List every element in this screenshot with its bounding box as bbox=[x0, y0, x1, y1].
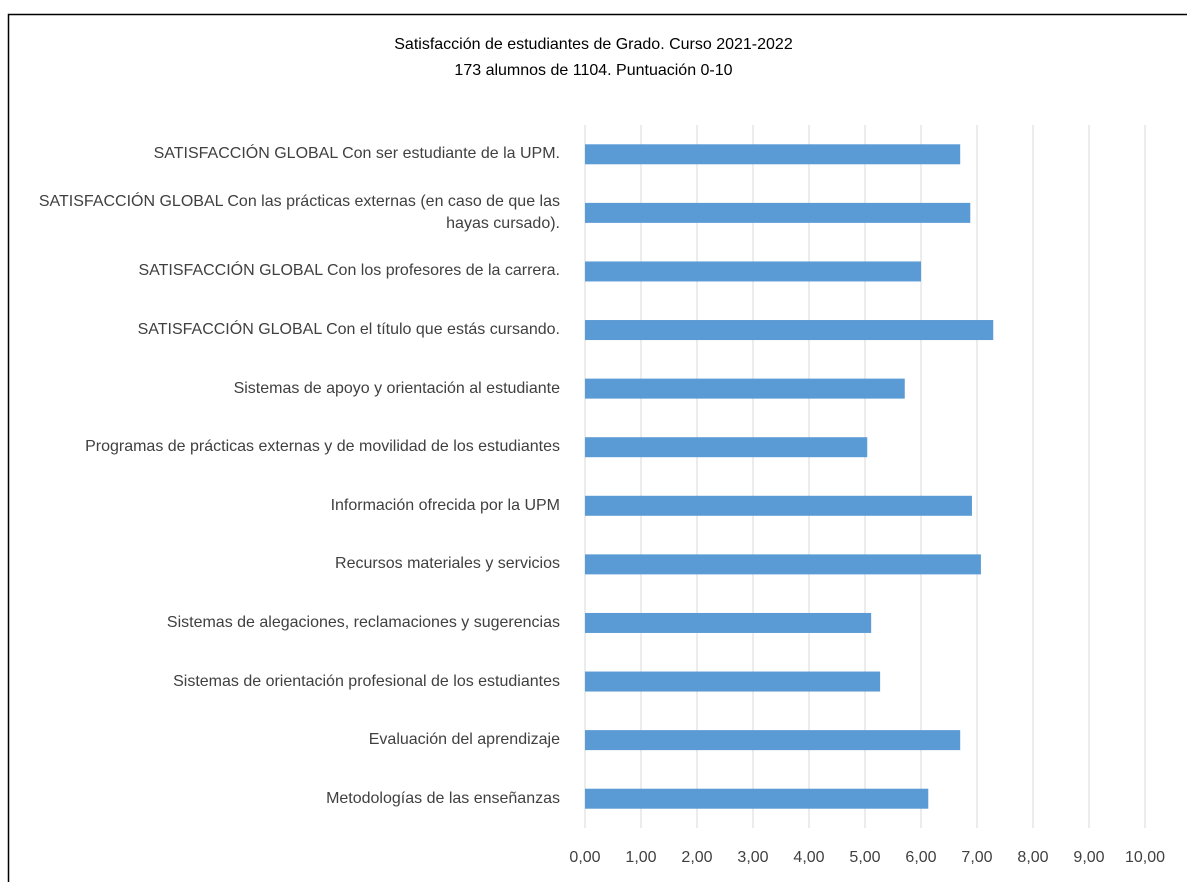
bar bbox=[585, 261, 921, 282]
category-label: Sistemas de apoyo y orientación al estud… bbox=[233, 379, 560, 397]
bar bbox=[585, 202, 971, 223]
category-label: SATISFACCIÓN GLOBAL Con los profesores d… bbox=[138, 262, 561, 280]
x-tick-label: 8,00 bbox=[1017, 849, 1048, 866]
x-tick-label: 2,00 bbox=[681, 849, 712, 866]
category-label: Metodologías de las enseñanzas bbox=[326, 789, 560, 807]
x-tick-label: 3,00 bbox=[737, 849, 768, 866]
bar bbox=[585, 144, 961, 165]
bar bbox=[585, 671, 881, 692]
category-label: Recursos materiales y servicios bbox=[335, 555, 560, 573]
chart-border bbox=[7, 13, 1187, 882]
category-label: Evaluación del aprendizaje bbox=[368, 731, 560, 749]
bar bbox=[585, 495, 972, 516]
bar bbox=[585, 320, 994, 341]
category-label: Programas de prácticas externas y de mov… bbox=[85, 438, 560, 456]
bar bbox=[585, 554, 981, 575]
x-tick-label: 10,00 bbox=[1125, 849, 1165, 866]
category-label: SATISFACCIÓN GLOBAL Con las prácticas ex… bbox=[38, 192, 560, 232]
x-tick-label: 7,00 bbox=[961, 849, 992, 866]
x-tick-label: 9,00 bbox=[1073, 849, 1104, 866]
bar bbox=[585, 437, 868, 458]
x-tick-label: 0,00 bbox=[569, 849, 600, 866]
chart-subtitle: 173 alumnos de 1104. Puntuación 0-10 bbox=[454, 62, 733, 79]
x-tick-label: 6,00 bbox=[905, 849, 936, 866]
category-label: SATISFACCIÓN GLOBAL Con el título que es… bbox=[137, 321, 560, 339]
category-label: Sistemas de alegaciones, reclamaciones y… bbox=[166, 613, 560, 631]
x-tick-label: 5,00 bbox=[849, 849, 880, 866]
bar bbox=[585, 788, 929, 809]
category-label: SATISFACCIÓN GLOBAL Con ser estudiante d… bbox=[153, 145, 560, 163]
x-tick-label: 4,00 bbox=[793, 849, 824, 866]
chart-title: Satisfacción de estudiantes de Grado. Cu… bbox=[394, 36, 793, 53]
category-label: Información ofrecida por la UPM bbox=[330, 496, 560, 514]
category-label: Sistemas de orientación profesional de l… bbox=[173, 672, 560, 690]
bar bbox=[585, 612, 872, 633]
bar bbox=[585, 730, 961, 751]
x-tick-label: 1,00 bbox=[625, 849, 656, 866]
bar bbox=[585, 378, 905, 399]
